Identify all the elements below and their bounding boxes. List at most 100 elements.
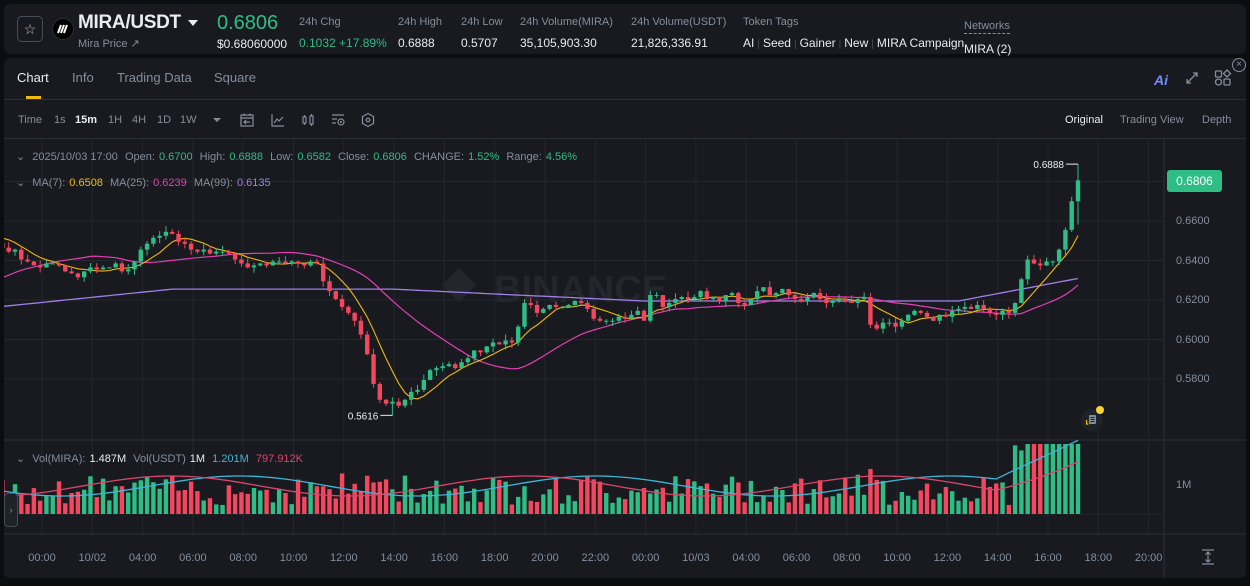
- pair-symbol[interactable]: MIRA/USDT: [78, 12, 181, 33]
- timeframe-time[interactable]: Time: [18, 114, 43, 126]
- timeframe-15m[interactable]: 15m: [75, 114, 98, 126]
- timeframe-4h[interactable]: 4H: [132, 114, 147, 126]
- timeframe-1d[interactable]: 1D: [157, 114, 172, 126]
- vol-usdt-value: 1M: [189, 453, 206, 465]
- change-label: CHANGE:: [413, 151, 465, 163]
- ma99-value: 0.6135: [236, 177, 271, 189]
- expand-icon[interactable]: [1184, 70, 1200, 86]
- y-axis-label: 0.6600: [1176, 215, 1210, 227]
- token-tags-list: AI | Seed | Gainer | New | MIRA Campaign: [743, 36, 965, 50]
- high-label: High:: [199, 151, 226, 163]
- close-value: 0.6806: [373, 151, 407, 163]
- timeframe-dropdown-icon[interactable]: [209, 112, 225, 128]
- networks-value[interactable]: MIRA (2): [964, 42, 1012, 56]
- x-axis-label: 10:00: [279, 552, 308, 564]
- vol-ma10-value: 797.912K: [255, 453, 304, 465]
- stat-value: 21,826,336.91: [631, 36, 708, 50]
- collapse-vol-icon[interactable]: ⌄: [16, 453, 26, 465]
- tab-info[interactable]: Info: [72, 70, 94, 85]
- pair-dropdown-caret-icon[interactable]: [188, 20, 198, 26]
- x-axis-label: 06:00: [179, 552, 207, 564]
- timeframe-1w[interactable]: 1W: [180, 114, 197, 126]
- x-axis-label: 04:00: [128, 552, 157, 564]
- svg-text:0.6888: 0.6888: [1033, 160, 1064, 171]
- ma7-label: MA(7):: [32, 177, 66, 189]
- x-axis-label: 18:00: [1084, 552, 1113, 564]
- tag-ai[interactable]: AI: [743, 36, 755, 50]
- x-axis-label: 10/03: [682, 552, 710, 564]
- hexagon-settings-icon[interactable]: [360, 112, 376, 128]
- close-icon[interactable]: ×: [1232, 58, 1246, 72]
- stat-value: 0.6888: [398, 36, 435, 50]
- star-icon: ☆: [23, 20, 37, 37]
- chart-panel: Chart Info Trading Data Square Ai × Time…: [4, 58, 1246, 578]
- view-trading-view[interactable]: Trading View: [1120, 114, 1184, 126]
- x-axis-label: 04:00: [732, 552, 760, 564]
- fit-scale-icon[interactable]: [1201, 549, 1215, 565]
- token-tags-label: Token Tags: [743, 16, 799, 28]
- indicators-icon[interactable]: [270, 112, 286, 128]
- timeframe-1h[interactable]: 1H: [108, 114, 123, 126]
- x-axis-label: 08:00: [229, 552, 257, 564]
- ticker-bar: ☆ MIRA/USDT Mira Price ↗ 0.6806 $0.68060…: [4, 4, 1246, 56]
- news-bubble-icon[interactable]: [1081, 409, 1103, 431]
- vol-axis-label: 1M: [1176, 479, 1192, 491]
- networks-label: Networks: [964, 20, 1010, 34]
- ma25-label: MA(25):: [110, 177, 150, 189]
- svg-text:BINANCE: BINANCE: [494, 269, 667, 311]
- svg-text:0.5616: 0.5616: [348, 411, 379, 422]
- mira-logo-icon: [57, 24, 68, 34]
- vol-value: 1.487M: [89, 453, 127, 465]
- tab-square[interactable]: Square: [214, 70, 256, 85]
- calendar-icon[interactable]: [239, 112, 255, 128]
- chart-type-candles-icon[interactable]: [300, 112, 316, 128]
- x-axis-label: 20:00: [531, 552, 559, 564]
- low-value: 0.6582: [297, 151, 331, 163]
- stat-value: 0.1032 +17.89%: [299, 36, 387, 50]
- view-depth[interactable]: Depth: [1202, 114, 1232, 126]
- tab-trading-data[interactable]: Trading Data: [117, 70, 192, 85]
- last-price: 0.6806: [217, 12, 279, 34]
- stat-24h-volume-mira: 24h Volume(MIRA) 35,105,903.30: [520, 16, 613, 50]
- scroll-left-handle[interactable]: ›: [4, 493, 18, 527]
- tag-mira-campaign[interactable]: MIRA Campaign: [876, 36, 965, 50]
- stat-label: 24h Low: [461, 16, 503, 28]
- ma25-value: 0.6239: [153, 177, 187, 189]
- high-value: 0.6888: [229, 151, 264, 163]
- legend-datetime: 2025/10/03 17:00: [32, 151, 118, 163]
- chart-settings-icon[interactable]: [330, 112, 346, 128]
- vol-label: Vol(MIRA):: [32, 453, 86, 465]
- stat-label: 24h Chg: [299, 16, 341, 28]
- open-label: Open:: [124, 151, 155, 163]
- favorite-button[interactable]: ☆: [17, 16, 43, 42]
- view-original[interactable]: Original: [1065, 114, 1103, 126]
- x-axis-label: 08:00: [833, 552, 861, 564]
- tab-bar: Chart Info Trading Data Square Ai ×: [4, 58, 1246, 100]
- coin-price-link[interactable]: Mira Price ↗: [78, 38, 140, 50]
- candlestick-chart[interactable]: BINANCE 0.6888 0.5616: [4, 140, 1246, 578]
- notification-dot: [1096, 406, 1104, 414]
- close-label: Close:: [338, 151, 370, 163]
- widgets-icon[interactable]: [1214, 69, 1232, 87]
- x-axis-label: 16:00: [1034, 552, 1062, 564]
- low-label: Low:: [270, 151, 294, 163]
- collapse-ma-icon[interactable]: ⌄: [16, 177, 26, 189]
- vol-ma5-value: 1.201M: [212, 453, 249, 465]
- stat-24h-high: 24h High 0.6888: [398, 16, 442, 50]
- networks[interactable]: Networks MIRA (2): [964, 16, 1011, 56]
- timeframe-1s[interactable]: 1s: [54, 114, 66, 126]
- x-axis-label: 00:00: [631, 552, 660, 564]
- active-tab-indicator: [26, 96, 41, 99]
- range-value: 4.56%: [545, 151, 578, 163]
- tag-gainer[interactable]: Gainer: [799, 36, 836, 50]
- coin-logo: [52, 18, 74, 40]
- volume-legend: ⌄ Vol(MIRA): 1.487M Vol(USDT) 1M 1.201M 79…: [16, 452, 307, 465]
- document-icon: [1085, 415, 1096, 425]
- collapse-legend-icon[interactable]: ⌄: [16, 151, 26, 163]
- tag-seed[interactable]: Seed: [762, 36, 791, 50]
- x-axis-label: 12:00: [933, 552, 962, 564]
- change-value: 1.52%: [468, 151, 500, 163]
- ai-icon[interactable]: Ai: [1154, 72, 1168, 88]
- tab-chart[interactable]: Chart: [17, 70, 49, 85]
- tag-new[interactable]: New: [844, 36, 869, 50]
